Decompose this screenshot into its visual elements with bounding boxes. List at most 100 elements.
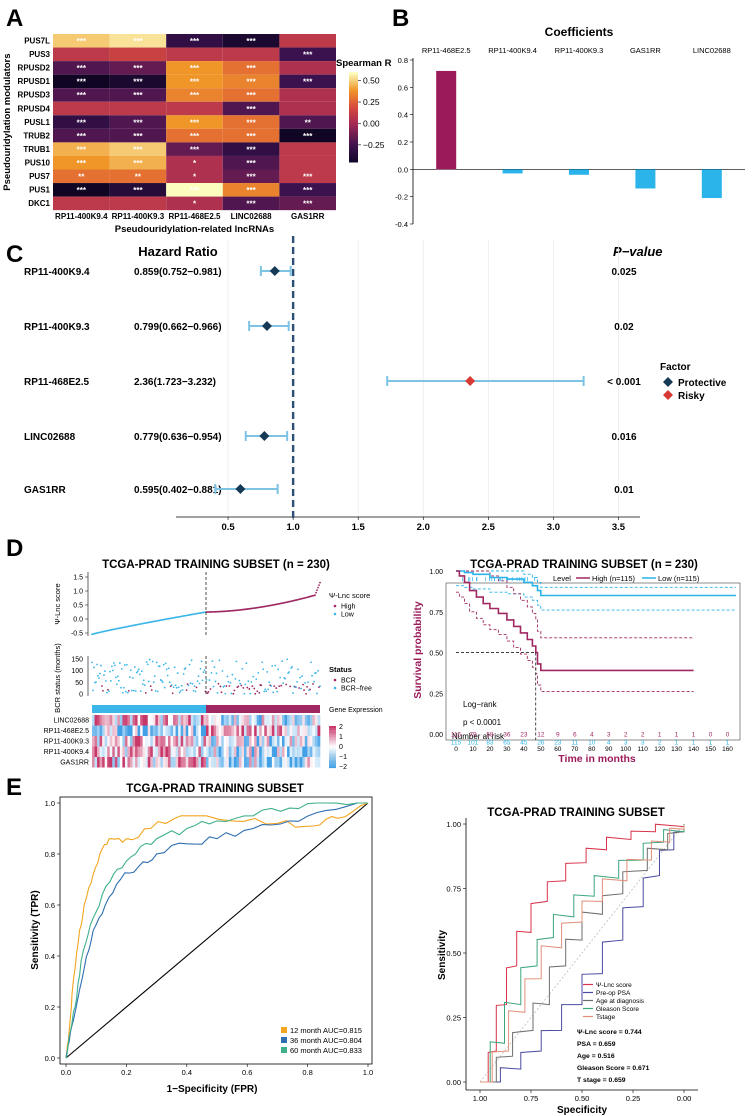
heat-cell — [289, 715, 293, 726]
heat-cell — [317, 736, 321, 747]
heat-cell — [109, 757, 113, 768]
heat-cell — [152, 725, 156, 736]
status-point — [239, 682, 242, 685]
coef-category-label: RP11-400K9.3 — [555, 46, 604, 55]
score-point — [315, 591, 317, 594]
heat-cell — [119, 746, 123, 757]
heat-cell — [251, 757, 255, 768]
heat-cell — [241, 715, 245, 726]
heat-cell — [190, 725, 194, 736]
roc2-y-tick-label: 0.00 — [446, 1078, 461, 1087]
status-point — [123, 664, 126, 666]
heatmap-cell — [53, 196, 110, 211]
coef-title: Coefficients — [545, 25, 614, 39]
heat-cell — [226, 715, 230, 726]
status-point — [250, 681, 253, 683]
heat-cell — [218, 746, 222, 757]
roc1-y-tick-label: 0.4 — [45, 952, 55, 961]
heat-cell — [109, 725, 113, 736]
heat-cell — [97, 757, 100, 768]
heat-cell — [162, 715, 166, 726]
status-point — [309, 688, 311, 691]
heat-cell — [124, 715, 128, 726]
heat-cell — [200, 746, 204, 757]
heat-cell — [307, 736, 311, 747]
heat-cell — [140, 736, 143, 747]
heat-cell — [178, 725, 181, 736]
heat-cell — [266, 757, 270, 768]
heat-cell — [99, 715, 103, 726]
heat-cell — [183, 715, 187, 726]
km-high-ci-lower — [456, 591, 694, 693]
status-point — [197, 675, 200, 678]
score-legend-label: High — [341, 604, 356, 611]
heat-cell — [297, 746, 301, 757]
roc1-y-tick-label: 1.0 — [45, 799, 55, 808]
status-point — [143, 684, 146, 687]
heat-cell — [276, 736, 280, 747]
heat-legend-segment — [329, 734, 336, 736]
heatmap-cell — [53, 61, 110, 75]
heat-cell — [223, 757, 227, 768]
heatmap-cell — [166, 128, 223, 143]
heat-cell — [92, 715, 95, 726]
status-legend-label: BCR — [341, 678, 356, 685]
status-point — [96, 663, 98, 666]
roc2-auc-label: Age = 0.516 — [577, 1053, 615, 1060]
heat-cell — [132, 725, 136, 736]
heat-cell — [226, 736, 230, 747]
heat-cell — [218, 725, 222, 736]
roc2-curve — [480, 825, 685, 1083]
heat-cell — [102, 757, 105, 768]
heat-cell — [173, 715, 176, 726]
significance-stars: *** — [190, 145, 200, 154]
status-point — [245, 662, 248, 665]
score-y-tick-label: -0.5 — [71, 631, 83, 638]
heat-cell — [314, 725, 318, 736]
heat-cell — [231, 757, 235, 768]
heat-cell — [233, 725, 237, 736]
heat-cell — [170, 715, 174, 726]
status-point — [170, 684, 173, 686]
status-point — [261, 661, 264, 664]
heat-cell — [299, 736, 303, 747]
heat-cell — [155, 725, 159, 736]
status-point — [165, 668, 168, 671]
heat-cell — [213, 757, 217, 768]
heatmap-cell — [279, 74, 336, 89]
forest-legend-label: Risky — [678, 391, 705, 402]
heat-cell — [119, 757, 123, 768]
status-point — [130, 689, 133, 692]
significance-stars: *** — [246, 145, 256, 154]
km-risk-high: 23 — [520, 732, 528, 739]
km-y-tick-label: 0.25 — [429, 691, 443, 698]
status-point — [258, 691, 261, 694]
status-point — [127, 689, 130, 692]
heat-cell — [99, 736, 103, 747]
roc1-y-title: Sensitivity (TPR) — [30, 890, 41, 969]
heat-cell — [221, 725, 225, 736]
status-point — [125, 663, 128, 666]
heat-cell — [180, 746, 184, 757]
score-point — [318, 584, 320, 587]
heat-cell — [173, 746, 176, 757]
heat-cell — [147, 736, 151, 747]
heat-cell — [211, 736, 214, 747]
panel-b-coefficients: Coefficients 0.8 0.6 0.4 0.2 0.0 -0.2 -0.4 RP11-… — [395, 25, 745, 229]
roc2-x-title: Specificity — [557, 1105, 607, 1116]
status-point — [181, 688, 184, 691]
heat-cell — [216, 736, 219, 747]
heatmap-cell — [109, 115, 167, 129]
heat-legend-tick: −2 — [339, 764, 347, 771]
heat-cell — [236, 715, 240, 726]
heat-cell — [175, 725, 179, 736]
heat-cell — [228, 757, 232, 768]
heat-cell — [175, 715, 179, 726]
forest-x-tick-label: 3.0 — [547, 522, 560, 533]
heat-cell — [157, 757, 161, 768]
heat-cell — [147, 725, 151, 736]
heat-cell — [132, 757, 136, 768]
status-point — [172, 686, 175, 689]
status-point — [237, 685, 240, 688]
